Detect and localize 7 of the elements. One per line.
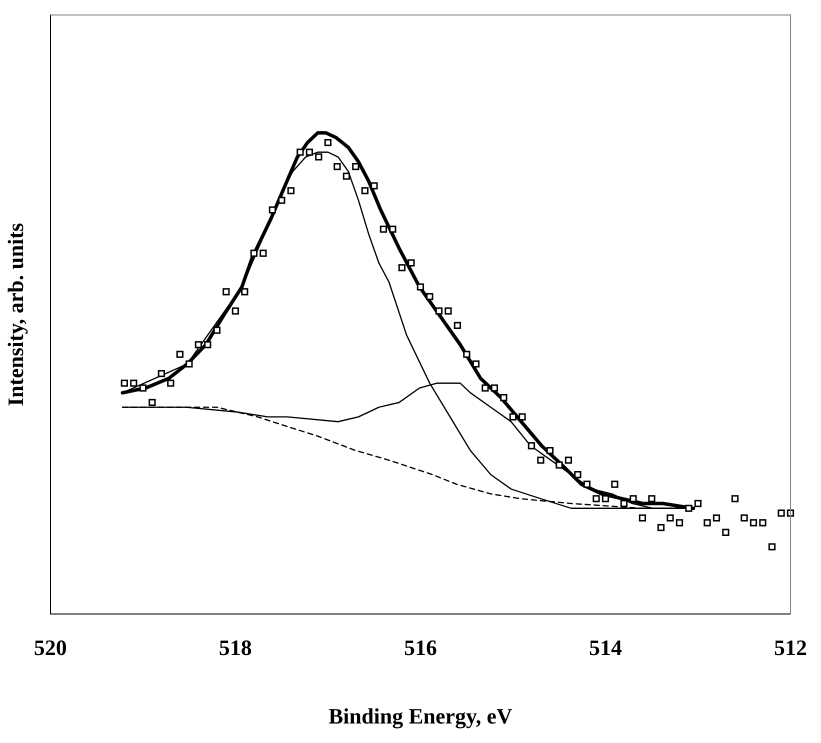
x-tick-label: 520	[34, 635, 67, 660]
y-axis-title: Intensity, arb. units	[2, 222, 28, 406]
x-tick-label: 516	[404, 635, 437, 660]
x-axis-title: Binding Energy, eV	[328, 703, 513, 728]
x-tick-label: 518	[218, 635, 252, 660]
x-tick-label: 514	[588, 635, 622, 660]
x-tick-label: 512	[774, 635, 807, 660]
